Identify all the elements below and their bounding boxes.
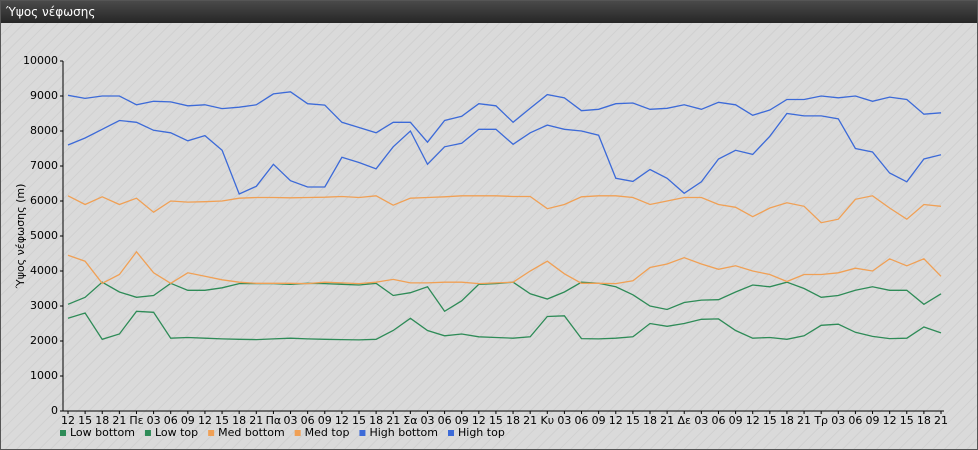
x-tick-label: 18	[232, 414, 246, 427]
legend-label: Low bottom	[70, 426, 135, 439]
x-tick-label: 12	[61, 414, 75, 427]
y-axis-title: Ύψος νέφωσης (m)	[14, 184, 27, 290]
y-tick-label: 9000	[30, 89, 58, 102]
x-tick-label: 15	[215, 414, 229, 427]
x-tick-label: 12	[198, 414, 212, 427]
x-tick-label: 21	[523, 414, 537, 427]
series-line	[67, 112, 942, 195]
x-tick-label: 09	[592, 414, 606, 427]
series-line	[67, 250, 942, 285]
x-tick-label: 06	[575, 414, 589, 427]
x-tick-label: 03	[147, 414, 161, 427]
x-tick-label: 12	[883, 414, 897, 427]
window-title: Ύψος νέφωσης	[6, 5, 96, 19]
legend-swatch	[208, 430, 215, 436]
y-tick-label: 0	[51, 404, 58, 417]
chart: Ύψος νέφωσης (m) 0 1000 2000 3000 4000 5000 60…	[1, 23, 977, 449]
series-line	[67, 91, 942, 144]
x-tick-label: 18	[506, 414, 520, 427]
x-tick-label: 21	[660, 414, 674, 427]
legend-swatch	[144, 430, 151, 436]
legend-label: Med bottom	[218, 426, 285, 439]
chart-background	[1, 23, 977, 449]
y-tick-label: 7000	[30, 159, 58, 172]
legend-label: Low top	[155, 426, 198, 439]
x-tick-label: 03	[694, 414, 708, 427]
legend-label: Med top	[305, 426, 350, 439]
x-tick-label: 03	[420, 414, 434, 427]
x-tick-label: 15	[78, 414, 92, 427]
x-tick-label: Δε	[677, 414, 691, 427]
x-tick-label: 09	[729, 414, 743, 427]
y-tick-label: 5000	[30, 229, 58, 242]
legend-swatch	[448, 430, 454, 436]
x-tick-label: 06	[164, 414, 178, 427]
y-tick-label: 8000	[30, 124, 58, 137]
y-tick-label: 1000	[30, 369, 58, 382]
title-bar: Ύψος νέφωσης	[1, 1, 977, 23]
x-tick-label: 21	[386, 414, 400, 427]
legend-swatch	[60, 430, 66, 436]
x-tick-label: 12	[335, 414, 349, 427]
x-tick-label: 06	[848, 414, 862, 427]
x-tick-label: 12	[472, 414, 486, 427]
x-tick-label: 09	[866, 414, 880, 427]
x-tick-label: 18	[643, 414, 657, 427]
x-tick-label: Κυ	[541, 414, 555, 427]
y-tick-label: 4000	[30, 264, 58, 277]
legend-label: High bottom	[369, 426, 438, 439]
x-tick-label: 09	[318, 414, 332, 427]
x-tick-label: 03	[557, 414, 571, 427]
x-tick-label: 18	[369, 414, 383, 427]
x-tick-label: 09	[455, 414, 469, 427]
series-line	[67, 310, 942, 341]
y-tick-label: 6000	[30, 194, 58, 207]
x-tick-label: 06	[438, 414, 452, 427]
x-tick-label: 06	[301, 414, 315, 427]
x-tick-label: 12	[609, 414, 623, 427]
x-tick-label: 21	[797, 414, 811, 427]
x-tick-label: 18	[95, 414, 109, 427]
x-tick-label: 15	[763, 414, 777, 427]
y-tick-label: 10000	[23, 54, 58, 67]
x-tick-label: 21	[249, 414, 263, 427]
x-tick-label: 15	[489, 414, 503, 427]
x-tick-label: 03	[284, 414, 298, 427]
series-line	[67, 195, 942, 224]
x-tick-label: 15	[352, 414, 366, 427]
x-tick-label: Σα	[403, 414, 417, 427]
legend-swatch	[359, 430, 366, 436]
x-tick-label: 15	[900, 414, 914, 427]
x-tick-label: 15	[626, 414, 640, 427]
x-tick-label: 03	[831, 414, 845, 427]
x-tick-label: 06	[711, 414, 725, 427]
legend-swatch	[294, 430, 301, 436]
x-tick-label: 21	[934, 414, 948, 427]
x-tick-label: 09	[181, 414, 195, 427]
x-tick-label: 18	[780, 414, 794, 427]
y-tick-label: 2000	[30, 334, 58, 347]
legend-label: High top	[458, 426, 505, 439]
x-tick-label: Πε	[129, 414, 143, 427]
x-tick-label: 12	[746, 414, 760, 427]
x-tick-label: Τρ	[813, 414, 828, 427]
x-tick-label: 21	[112, 414, 126, 427]
x-tick-label: 18	[917, 414, 931, 427]
y-tick-label: 3000	[30, 299, 58, 312]
x-tick-label: Πα	[266, 414, 282, 427]
